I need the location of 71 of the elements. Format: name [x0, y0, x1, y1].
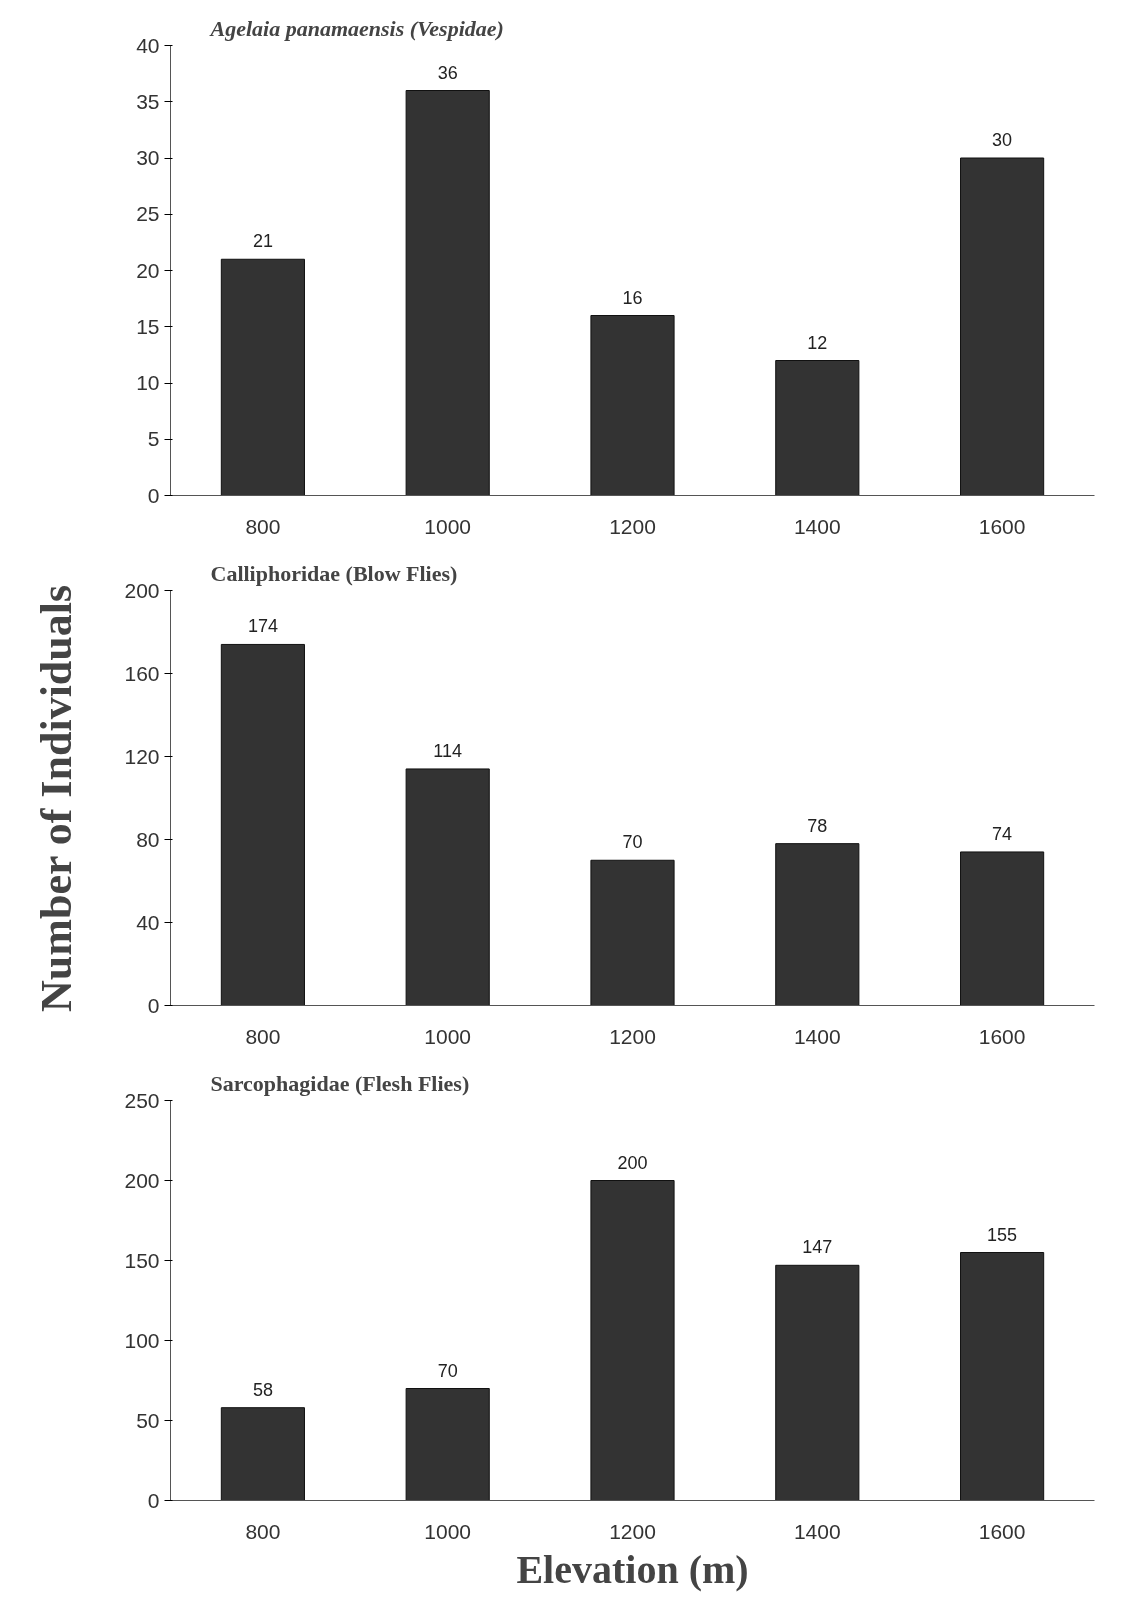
bar — [960, 851, 1045, 1006]
bar — [590, 859, 675, 1006]
y-tick-label: 160 — [124, 661, 160, 685]
y-tick-label: 20 — [136, 258, 160, 282]
bar — [775, 843, 860, 1006]
y-tick-label: 40 — [136, 910, 160, 934]
data-label: 174 — [247, 616, 278, 637]
data-label: 70 — [622, 832, 643, 853]
y-tick-label: 100 — [124, 1328, 160, 1352]
bar — [220, 258, 305, 496]
y-tick-label: 0 — [147, 993, 160, 1017]
y-tick-label: 35 — [136, 89, 160, 113]
x-tick-label: 800 — [245, 1024, 281, 1048]
data-label: 155 — [987, 1224, 1018, 1245]
data-label: 21 — [252, 231, 273, 252]
data-label: 74 — [992, 823, 1013, 844]
x-tick-label: 1400 — [793, 1519, 841, 1543]
y-tick-label: 30 — [136, 146, 160, 169]
bar — [220, 643, 305, 1006]
bar — [405, 768, 490, 1006]
y-tick-label: 10 — [136, 371, 160, 394]
x-tick-label: 1200 — [609, 1519, 656, 1543]
y-tick-label: 40 — [136, 33, 160, 57]
x-tick-label: 1600 — [978, 1519, 1026, 1543]
x-tick-label: 800 — [245, 1519, 281, 1543]
data-label: 147 — [802, 1237, 833, 1258]
y-tick-label: 5 — [147, 427, 160, 451]
x-tick-label: 1400 — [793, 514, 841, 538]
bar — [775, 360, 860, 496]
x-tick-label: 1000 — [424, 1024, 472, 1048]
bar — [960, 157, 1045, 496]
y-tick-label: 200 — [124, 1168, 160, 1192]
data-label: 58 — [252, 1379, 273, 1400]
bar — [590, 315, 675, 496]
chart-title: Sarcophagidae (Flesh Flies) — [210, 1070, 470, 1096]
y-tick-label: 80 — [136, 827, 160, 851]
data-label: 114 — [433, 740, 463, 761]
bar — [405, 1388, 490, 1501]
y-axis-title: Number of Individuals — [32, 584, 82, 1012]
bar — [775, 1264, 860, 1501]
x-axis-title: Elevation (m) — [516, 1546, 749, 1592]
data-label: 30 — [992, 130, 1013, 150]
y-tick-label: 15 — [136, 314, 160, 338]
bar — [590, 1180, 675, 1501]
y-tick-label: 0 — [147, 1488, 160, 1512]
y-tick-label: 150 — [124, 1248, 160, 1272]
data-label: 12 — [807, 332, 828, 353]
x-tick-label: 1200 — [609, 1024, 656, 1048]
y-tick-label: 25 — [136, 202, 160, 226]
data-label: 70 — [437, 1360, 458, 1381]
data-label: 78 — [807, 815, 828, 836]
y-tick-label: 50 — [136, 1408, 160, 1432]
chart-title: Calliphoridae (Blow Flies) — [210, 560, 458, 586]
x-tick-label: 1000 — [424, 1519, 472, 1543]
chart-title: Agelaia panamaensis (Vespidae) — [208, 15, 504, 41]
x-tick-label: 1200 — [609, 514, 656, 538]
y-tick-label: 250 — [124, 1088, 160, 1112]
y-tick-label: 0 — [147, 483, 160, 507]
x-tick-label: 1000 — [424, 514, 472, 538]
x-tick-label: 800 — [245, 514, 281, 538]
y-tick-label: 120 — [124, 744, 160, 768]
data-label: 16 — [622, 287, 643, 308]
x-tick-label: 1600 — [978, 514, 1026, 538]
bar — [960, 1252, 1045, 1501]
data-label: 36 — [437, 62, 458, 83]
bar — [405, 90, 490, 496]
x-tick-label: 1600 — [978, 1024, 1026, 1048]
x-tick-label: 1400 — [793, 1024, 841, 1048]
y-tick-label: 200 — [124, 578, 160, 602]
bar — [220, 1407, 305, 1501]
data-label: 200 — [617, 1152, 648, 1173]
